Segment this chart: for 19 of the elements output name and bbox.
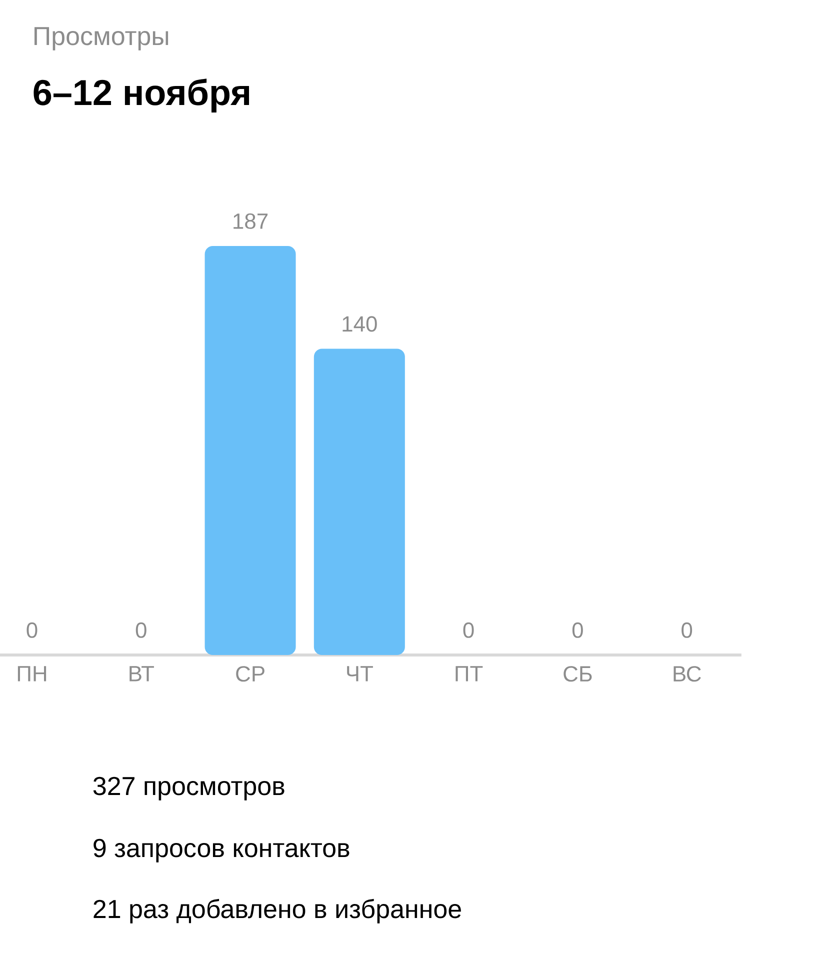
chart-title: 6–12 ноября bbox=[34, 78, 250, 112]
data-label: 0 bbox=[136, 622, 146, 638]
x-tick-label: ПТ bbox=[456, 666, 483, 682]
data-label: 0 bbox=[26, 622, 38, 638]
x-tick-label: СР bbox=[236, 666, 264, 682]
text: 327 просмотров bbox=[93, 776, 284, 800]
data-label: 140 bbox=[342, 316, 377, 332]
data-label: 0 bbox=[572, 622, 583, 638]
x-tick-label: СБ bbox=[564, 666, 592, 682]
data-label: 0 bbox=[682, 622, 692, 638]
text: 9 запросов контактов bbox=[94, 838, 350, 862]
x-tick-label: ВС bbox=[674, 666, 701, 682]
data-label: 0 bbox=[463, 622, 474, 638]
data-label: 187 bbox=[234, 213, 268, 229]
x-tick-label: ПН bbox=[18, 666, 46, 682]
text: 21 раз добавлено в избранное bbox=[94, 898, 461, 924]
chart-subtitle: Просмотры bbox=[34, 27, 168, 50]
x-tick-label: ЧТ bbox=[347, 666, 373, 682]
x-tick-label: ВТ bbox=[130, 666, 154, 682]
